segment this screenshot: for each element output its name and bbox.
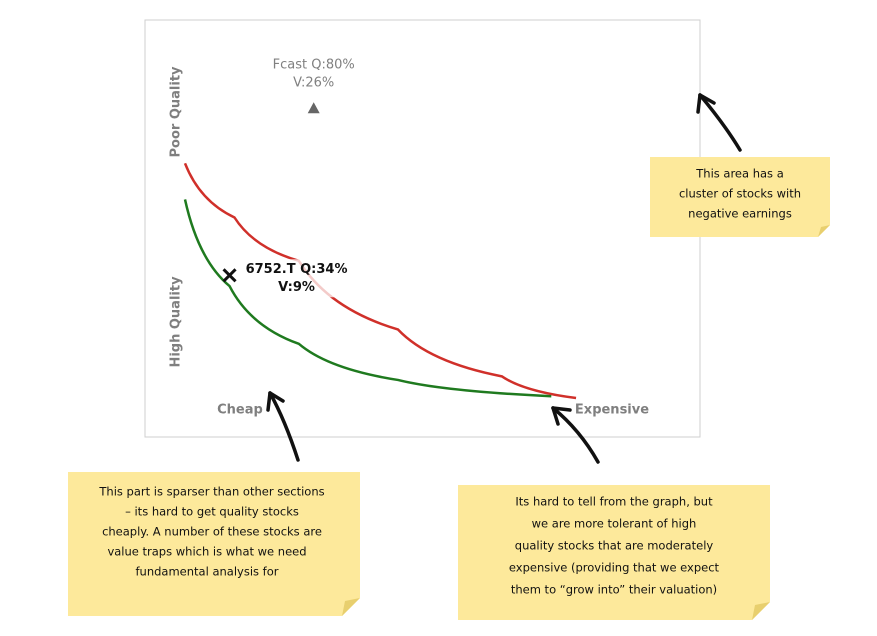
arrow <box>268 391 300 462</box>
label-box <box>263 54 364 95</box>
note-line: we are more tolerant of high <box>532 517 697 531</box>
note-line: expensive (providing that we expect <box>509 561 720 575</box>
highlight-marker <box>307 102 320 114</box>
note-text: Its hard to tell from the graph, but we a… <box>509 495 720 597</box>
note-paper <box>68 472 360 616</box>
arrow-head <box>551 406 572 426</box>
note: This part is sparser than other sections… <box>68 472 360 616</box>
x-label-left: Cheap <box>217 403 263 418</box>
note-line: value traps which is what we need <box>107 545 306 559</box>
note-fold <box>342 598 360 616</box>
note-line: – its hard to get quality stocks <box>125 505 299 519</box>
curve <box>183 199 552 398</box>
note-text: This part is sparser than other sections… <box>98 485 324 579</box>
note-line: Its hard to tell from the graph, but <box>515 495 713 509</box>
curve <box>183 162 577 400</box>
note-line: cluster of stocks with <box>679 187 801 201</box>
note-paper <box>650 157 830 237</box>
note-line: This part is sparser than other sections <box>98 485 324 499</box>
note-paper <box>458 485 770 620</box>
arrow <box>698 93 742 152</box>
note-line: negative earnings <box>688 207 792 221</box>
note-line: cheaply. A number of these stocks are <box>102 525 322 539</box>
point-label: 6752.T Q:34% <box>246 262 348 277</box>
arrow-head <box>266 391 285 412</box>
highlights: Fcast Q:80% V:26% 6752.T Q:34% V:9% <box>222 54 364 298</box>
highlight-marker <box>222 268 237 283</box>
chart-frame <box>144 19 701 438</box>
note-line: them to “grow into” their valuation) <box>511 583 717 597</box>
note-text: This area has a cluster of stocks with neg… <box>679 167 801 221</box>
label-box <box>241 259 352 298</box>
point-label: Fcast Q:80% <box>273 58 355 73</box>
y-label-top: Poor Quality <box>169 66 184 158</box>
note-line: quality stocks that are moderately <box>515 539 714 553</box>
arrow-head <box>696 93 716 114</box>
x-label-right: Expensive <box>575 403 649 418</box>
note-line: This area has a <box>695 167 784 181</box>
arrows <box>266 93 742 464</box>
arrow <box>551 406 600 464</box>
note: Its hard to tell from the graph, but we a… <box>458 485 770 620</box>
y-label-bottom: High Quality <box>169 276 184 368</box>
point-sublabel: V:9% <box>278 280 315 295</box>
note-fold <box>818 225 830 237</box>
curves <box>183 162 577 400</box>
note: This area has a cluster of stocks with neg… <box>650 157 830 237</box>
note-fold <box>752 602 770 620</box>
note-line: fundamental analysis for <box>136 565 279 579</box>
point-sublabel: V:26% <box>293 76 334 91</box>
